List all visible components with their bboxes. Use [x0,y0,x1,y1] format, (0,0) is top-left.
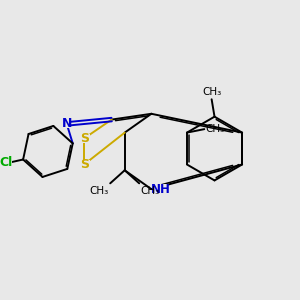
Text: S: S [80,132,88,145]
FancyBboxPatch shape [153,184,168,194]
FancyBboxPatch shape [62,120,71,128]
Text: CH₃: CH₃ [89,186,109,196]
Text: Cl: Cl [0,156,12,169]
Text: CH₃: CH₃ [202,87,221,97]
FancyBboxPatch shape [0,158,12,167]
Text: N: N [61,117,72,130]
FancyBboxPatch shape [78,160,90,169]
Text: CH₃: CH₃ [141,186,160,196]
Text: CH₃: CH₃ [206,124,225,134]
Text: S: S [80,158,88,171]
FancyBboxPatch shape [78,134,90,143]
Text: NH: NH [151,183,171,196]
